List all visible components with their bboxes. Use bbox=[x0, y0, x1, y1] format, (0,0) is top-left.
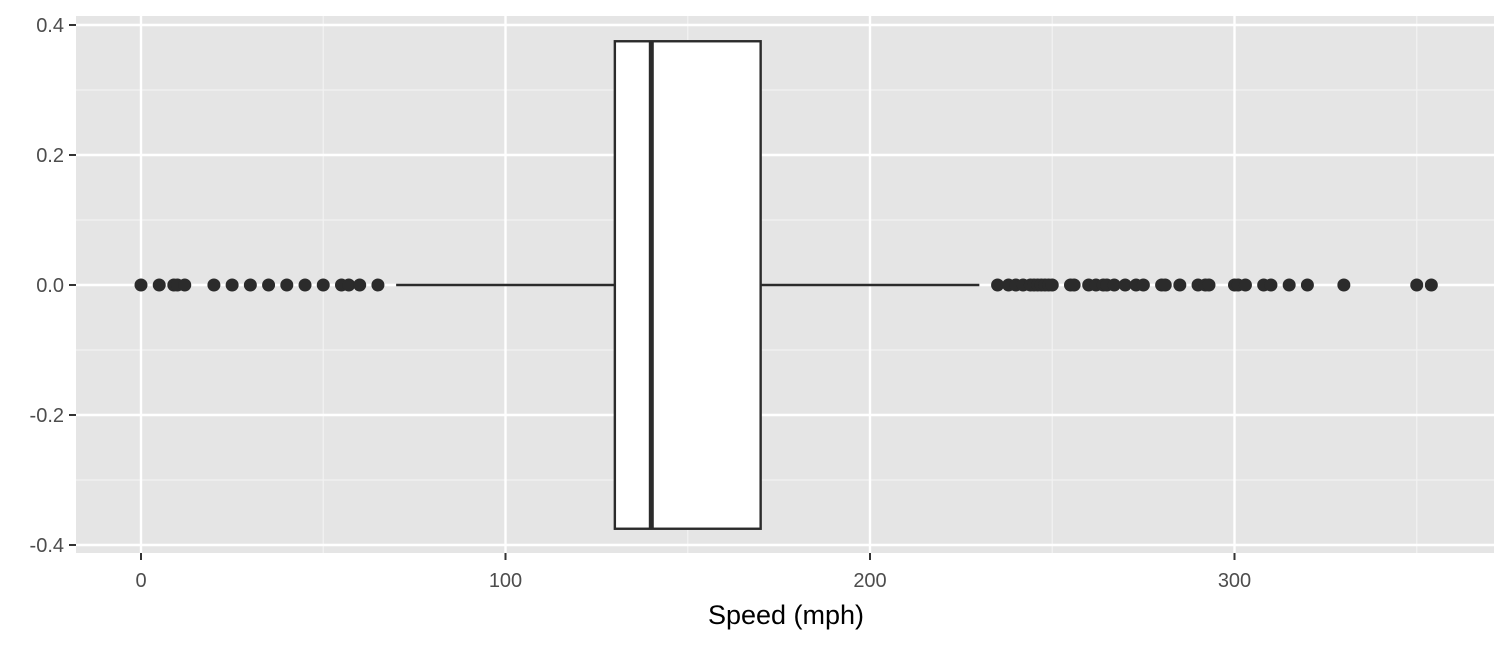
outlier-point bbox=[1107, 278, 1121, 292]
x-tick-label: 100 bbox=[489, 570, 522, 592]
outlier-point bbox=[178, 278, 192, 292]
y-tick-label: -0.2 bbox=[30, 405, 64, 427]
outlier-point bbox=[1158, 278, 1172, 292]
outlier-point bbox=[1264, 278, 1278, 292]
outlier-point bbox=[1202, 278, 1216, 292]
outlier-point bbox=[1067, 278, 1081, 292]
x-tick-label: 0 bbox=[135, 570, 146, 592]
outlier-point bbox=[1136, 278, 1150, 292]
y-tick-label: -0.4 bbox=[30, 535, 64, 557]
iqr-box bbox=[613, 40, 762, 530]
outlier-point bbox=[243, 278, 257, 292]
outlier-point bbox=[1337, 278, 1351, 292]
outlier-point bbox=[207, 278, 221, 292]
outlier-points bbox=[134, 278, 1438, 292]
outlier-point bbox=[1410, 278, 1424, 292]
outlier-point bbox=[262, 278, 276, 292]
outlier-point bbox=[1045, 278, 1059, 292]
outlier-point bbox=[316, 278, 330, 292]
outlier-point bbox=[298, 278, 312, 292]
outlier-point bbox=[371, 278, 385, 292]
outlier-point bbox=[280, 278, 294, 292]
outlier-point bbox=[1238, 278, 1252, 292]
boxplot bbox=[396, 40, 980, 530]
y-tick-label: 0.0 bbox=[36, 275, 64, 297]
outlier-point bbox=[225, 278, 239, 292]
outlier-point bbox=[1173, 278, 1187, 292]
x-tick-label: 200 bbox=[853, 570, 886, 592]
x-axis-title: Speed (mph) bbox=[708, 600, 864, 630]
outlier-point bbox=[134, 278, 148, 292]
outlier-point bbox=[991, 278, 1005, 292]
outlier-point bbox=[342, 278, 356, 292]
x-tick-label: 300 bbox=[1218, 570, 1251, 592]
outlier-point bbox=[1282, 278, 1296, 292]
outlier-point bbox=[1424, 278, 1438, 292]
outlier-point bbox=[152, 278, 166, 292]
outlier-point bbox=[1118, 278, 1132, 292]
outlier-point bbox=[353, 278, 367, 292]
axes: 0.4 0.2 0.0 -0.2 -0.4 0 100 200 300 bbox=[30, 15, 1252, 592]
y-tick-label: 0.4 bbox=[36, 15, 64, 37]
y-tick-label: 0.2 bbox=[36, 145, 64, 167]
outlier-point bbox=[1300, 278, 1314, 292]
